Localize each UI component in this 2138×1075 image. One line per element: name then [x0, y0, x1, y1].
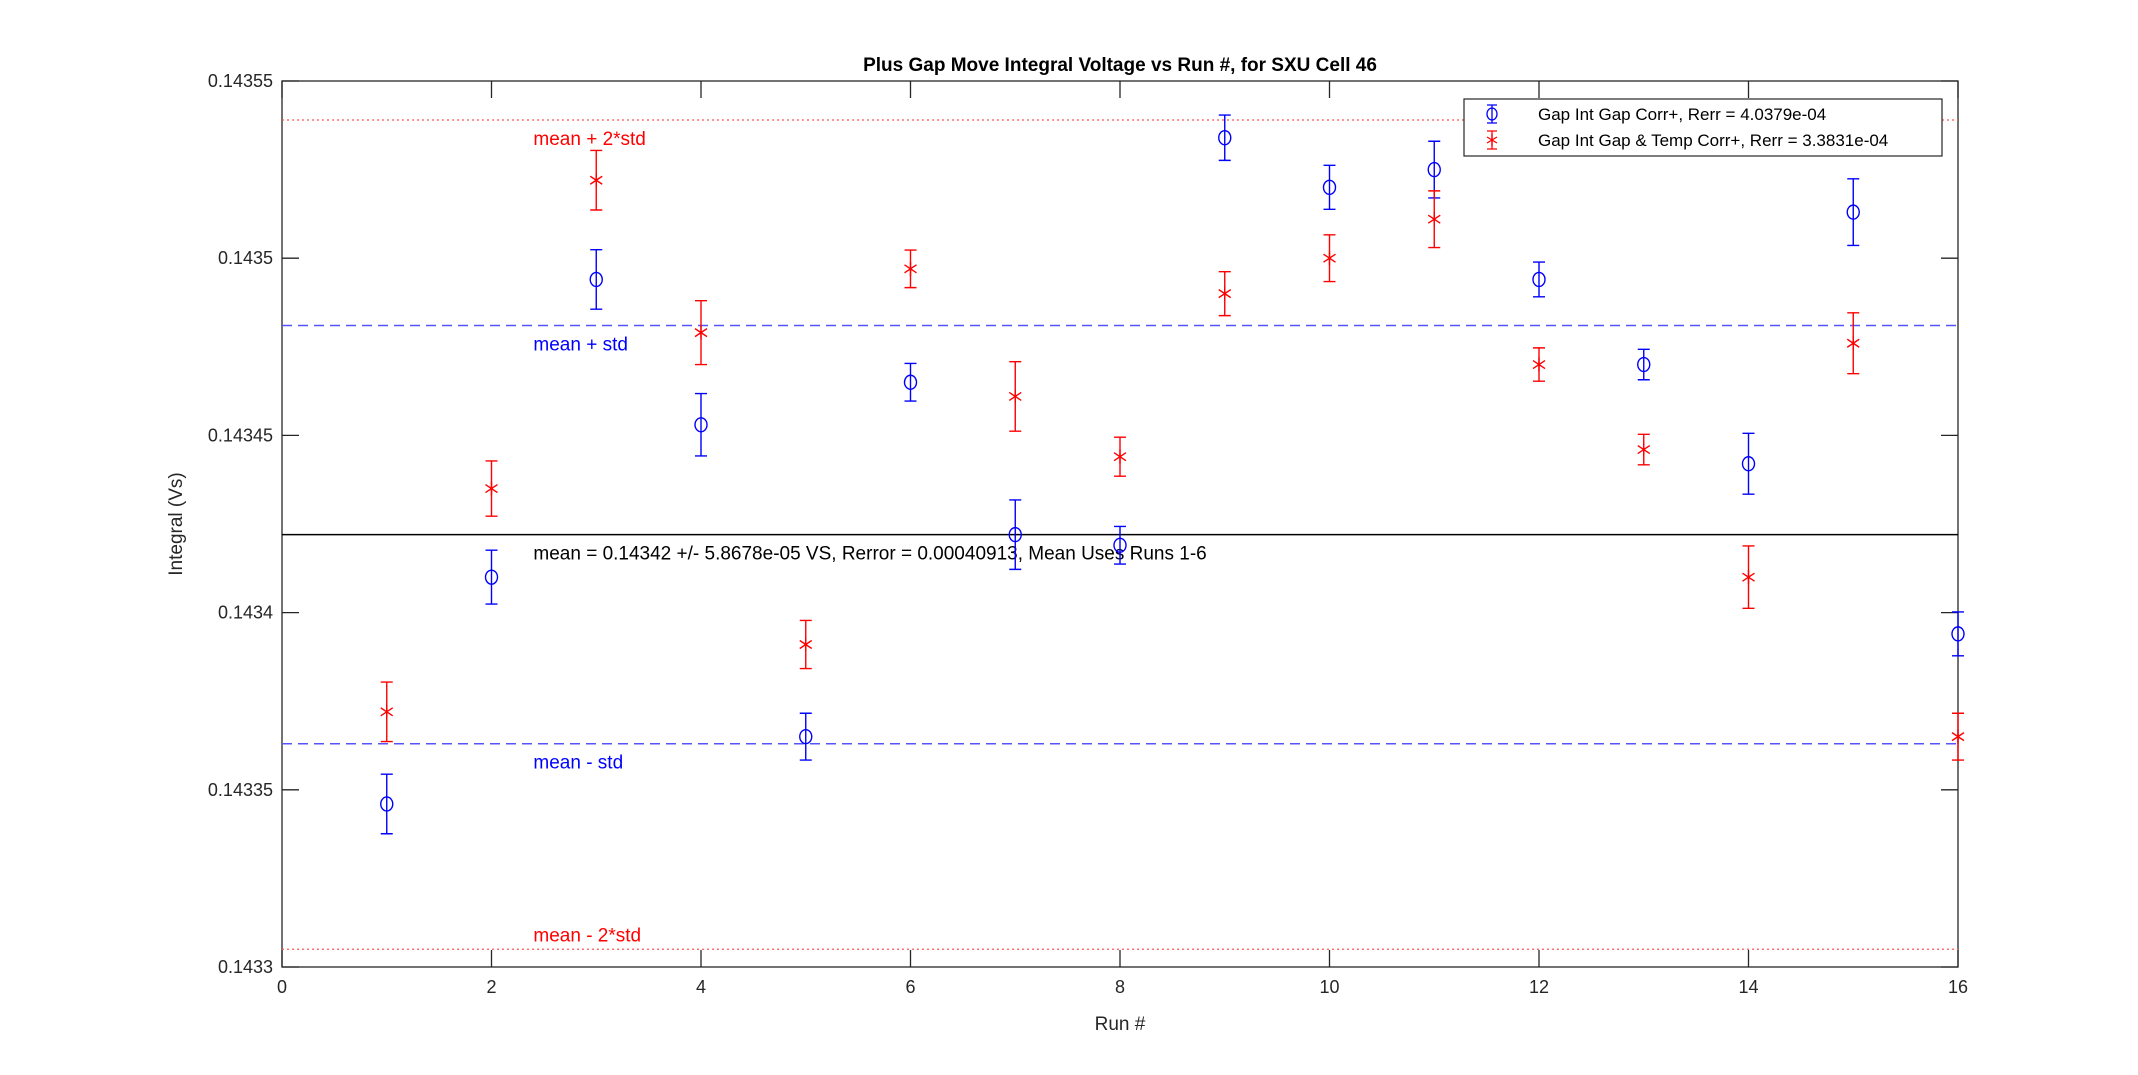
x-tick-label: 4: [696, 977, 706, 997]
reference-line-label: mean - 2*std: [533, 925, 641, 946]
error-bar: [590, 248, 603, 310]
data-point: [589, 173, 603, 188]
data-point: [380, 796, 394, 812]
error-bar: [1428, 140, 1441, 199]
y-tick-label: 0.14355: [208, 71, 273, 91]
data-point: [1741, 456, 1756, 472]
data-point: [799, 637, 813, 652]
data-point: [1532, 357, 1546, 372]
axes: 0 2 4 6 8 10 12 14 16 0.1433 0.14335 0.1434 0.14345 0…: [208, 71, 1968, 997]
data-point: [589, 271, 603, 288]
error-bar: [485, 549, 498, 605]
x-tick-label: 0: [277, 977, 287, 997]
series-2: [380, 149, 1965, 761]
x-tick-label: 12: [1529, 977, 1549, 997]
error-bar: [1952, 611, 1964, 657]
legend-circle-marker-icon: [1486, 107, 1498, 121]
data-point: [1637, 356, 1651, 373]
data-point: [1742, 570, 1755, 585]
data-point: [1113, 449, 1127, 464]
data-point: [380, 704, 394, 719]
data-point: [694, 325, 708, 340]
x-axis-label: Run #: [1095, 1014, 1146, 1035]
error-bar: [904, 362, 917, 402]
x-tick-label: 16: [1948, 977, 1968, 997]
reference-line-label: mean + std: [533, 335, 628, 356]
plot-frame: [281, 80, 1959, 968]
data-point: [1427, 161, 1441, 178]
reference-lines: mean + 2*std mean + std mean = 0.14342 +/-…: [282, 119, 1958, 950]
data-point: [1322, 179, 1337, 196]
data-point: [1427, 212, 1441, 227]
data-point: [1846, 204, 1860, 220]
y-axis-label: Integral (Vs): [166, 472, 187, 575]
x-tick-label: 6: [905, 977, 915, 997]
error-bar: [1323, 164, 1336, 210]
error-bar: [1533, 261, 1545, 298]
data-point: [1951, 729, 1965, 744]
data-point: [1218, 130, 1232, 146]
data-point: [904, 261, 917, 276]
x-tick-label: 10: [1319, 977, 1339, 997]
error-bar: [695, 392, 707, 457]
data-point: [485, 481, 498, 496]
error-bar: [799, 712, 812, 761]
chart-title: Plus Gap Move Integral Voltage vs Run #,…: [863, 55, 1377, 76]
data-point: [1113, 537, 1127, 553]
error-bar: [1009, 499, 1022, 571]
data-point: [484, 569, 499, 585]
data-point: [1532, 271, 1546, 288]
error-bar: [1742, 432, 1755, 495]
data-point: [1637, 442, 1651, 457]
reference-line-label: mean + 2*std: [533, 129, 646, 150]
data-point: [799, 728, 813, 745]
legend: Gap Int Gap Corr+, Rerr = 4.0379e-04 Gap …: [1463, 98, 1943, 157]
y-tick-label: 0.1434: [218, 603, 273, 623]
reference-line-label: mean = 0.14342 +/- 5.8678e-05 VS, Rerror…: [533, 544, 1206, 565]
data-point: [1008, 389, 1022, 404]
data-point: [1008, 526, 1022, 543]
error-bar: [1847, 178, 1860, 247]
error-bar: [1637, 348, 1650, 381]
y-tick-label: 0.1433: [218, 957, 273, 977]
error-bar: [380, 773, 393, 835]
data-point: [903, 374, 918, 390]
data-point: [1951, 626, 1965, 642]
y-tick-label: 0.14345: [208, 425, 273, 445]
data-marks: [380, 114, 1965, 835]
x-tick-label: 8: [1115, 977, 1125, 997]
series-1: [380, 114, 1965, 835]
legend-entry-label: Gap Int Gap Corr+, Rerr = 4.0379e-04: [1538, 105, 1826, 124]
legend-entry-label: Gap Int Gap & Temp Corr+, Rerr = 3.3831e…: [1538, 131, 1888, 150]
data-point: [1323, 251, 1336, 266]
data-point: [1218, 286, 1232, 301]
data-point: [1846, 336, 1860, 351]
legend-asterisk-marker-icon: [1486, 134, 1498, 146]
error-bar: [1114, 525, 1126, 565]
legend-box: [1463, 98, 1943, 157]
x-tick-label: 2: [486, 977, 496, 997]
y-tick-label: 0.14335: [208, 780, 273, 800]
y-tick-label: 0.1435: [218, 248, 273, 268]
reference-line-label: mean - std: [533, 753, 623, 774]
data-point: [694, 417, 708, 433]
x-tick-label: 14: [1738, 977, 1758, 997]
error-bar: [1218, 114, 1231, 162]
